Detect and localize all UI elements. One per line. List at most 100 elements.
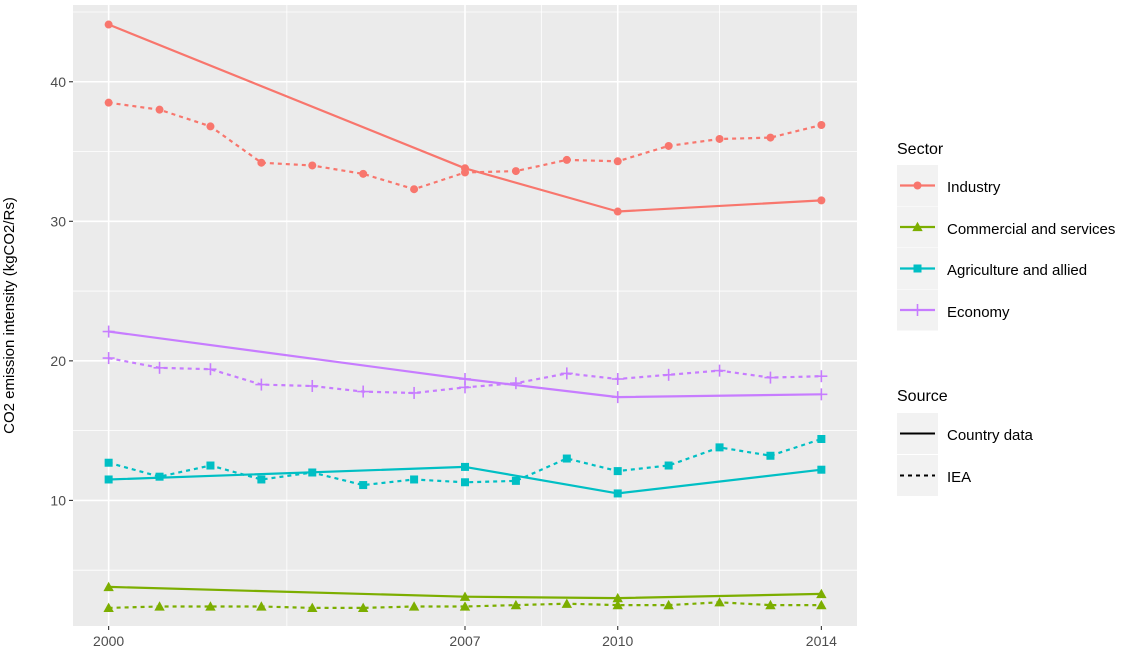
series-economy-iea-point (357, 385, 370, 398)
series-agriculture-and-allied-iea-point (511, 476, 520, 485)
series-agriculture-and-allied-country-data-point (817, 465, 826, 474)
x-tick-label: 2014 (806, 633, 837, 649)
series-commercial-and-services-iea (103, 597, 827, 613)
legend-label-iea: IEA (947, 469, 971, 486)
series-industry-iea-point (715, 134, 724, 143)
series-industry-iea-point (766, 133, 775, 142)
series-economy-country-data-point (611, 391, 624, 404)
series-industry-iea-point (613, 157, 622, 166)
legend-key-marker (913, 264, 922, 273)
series-commercial-and-services-iea-point (408, 601, 420, 611)
series-economy-iea-point (102, 352, 115, 365)
series-agriculture-and-allied-iea-point (359, 481, 368, 490)
legend-label-commercial: Commercial and services (947, 221, 1115, 238)
series-industry-country-data-line (108, 23, 822, 213)
series-agriculture-and-allied-iea-point (461, 478, 469, 487)
legend-label-economy: Economy (947, 304, 1010, 321)
series-industry-iea-point (410, 185, 419, 194)
legend-key-commercial-and-services (897, 206, 938, 248)
series-economy-country-data (102, 325, 828, 404)
series-economy-iea-point (204, 363, 217, 376)
series-agriculture-and-allied-iea-point (308, 468, 317, 477)
x-axis: 2000 2007 2010 2014 (93, 626, 837, 649)
series-commercial-and-services-iea-point (307, 602, 318, 613)
series-agriculture-and-allied-iea-point (715, 443, 724, 452)
series-commercial-and-services-iea-point (459, 601, 471, 611)
series-industry-iea-point (206, 122, 215, 131)
legend-key-industry (897, 165, 938, 206)
series-agriculture-and-allied-iea-point (410, 475, 419, 484)
legend-key-marker (913, 181, 922, 190)
series-economy-iea-point (408, 386, 421, 399)
series-agriculture-and-allied-iea-point (817, 435, 826, 444)
legend-label-industry: Industry (947, 179, 1001, 196)
series-economy-iea-point (153, 361, 166, 374)
series-agriculture-and-allied-country-data-point (461, 462, 469, 471)
source-legend-keys (897, 413, 938, 496)
series-agriculture-and-allied-country-data-point (104, 475, 113, 484)
series-commercial-and-services-country-data-line (108, 585, 822, 600)
series-industry-iea-point (359, 169, 368, 178)
series-industry-country-data-point (613, 207, 622, 216)
series-commercial-and-services-iea-point (714, 597, 725, 607)
series-economy-iea-point (611, 372, 624, 385)
series-commercial-and-services-iea-point (103, 602, 114, 613)
series-commercial-and-services-country-data-point (816, 588, 827, 599)
series-economy-country-data-point (102, 325, 115, 338)
series-economy-iea-point (560, 367, 573, 380)
y-axis: 10 20 30 40 (50, 74, 73, 508)
sector-legend-keys (897, 165, 938, 331)
series-economy-iea-point (255, 378, 268, 391)
legend-key-country-data (897, 413, 938, 454)
x-tick-label: 2000 (93, 633, 124, 649)
series-industry-iea-point (511, 167, 520, 176)
series-agriculture-and-allied-iea-point (206, 461, 215, 470)
series-industry-iea-point (257, 158, 266, 167)
series-agriculture-and-allied-iea (104, 435, 826, 490)
series-commercial-and-services-country-data (103, 581, 827, 603)
series-agriculture-and-allied-iea-point (664, 461, 673, 470)
y-tick-label: 40 (50, 74, 66, 90)
series-commercial-and-services-iea-point (765, 599, 776, 610)
series-industry-iea-point (461, 168, 469, 177)
series-commercial-and-services-country-data-point (103, 581, 114, 592)
series-agriculture-and-allied-country-data-line (108, 465, 822, 495)
source-legend-title: Source (897, 388, 948, 405)
y-tick-label: 10 (50, 492, 66, 508)
legend-label-agriculture: Agriculture and allied (947, 262, 1087, 279)
x-tick-label: 2010 (602, 633, 633, 649)
y-tick-label: 30 (50, 213, 66, 229)
series-industry-iea-point (664, 141, 673, 150)
series-commercial-and-services-iea-point (816, 599, 827, 610)
series-layer (102, 20, 828, 613)
y-tick-label: 20 (50, 353, 66, 369)
legend-key-iea (897, 455, 938, 496)
series-commercial-and-services-country-data-point (612, 592, 623, 603)
series-commercial-and-services-iea-point (510, 599, 522, 610)
major-gridlines (73, 5, 857, 626)
series-economy-country-data-line (108, 330, 822, 399)
series-agriculture-and-allied-country-data (104, 462, 826, 498)
x-tick-label: 2007 (449, 633, 480, 649)
series-industry-iea-point (562, 155, 571, 164)
series-economy-iea-point (306, 379, 319, 392)
series-industry-iea-point (817, 121, 826, 130)
series-industry-iea (104, 98, 826, 194)
series-economy-iea-point (713, 364, 726, 377)
sector-legend-title: Sector (897, 141, 944, 158)
series-industry-iea-point (155, 105, 164, 114)
series-commercial-and-services-iea-point (256, 601, 267, 611)
series-agriculture-and-allied-iea-point (613, 467, 622, 476)
series-commercial-and-services-iea-point (612, 599, 623, 610)
series-agriculture-and-allied-iea-point (766, 451, 775, 460)
series-commercial-and-services-iea-point (561, 598, 573, 608)
series-industry-country-data-point (817, 196, 826, 205)
series-industry-iea-point (308, 161, 317, 170)
series-commercial-and-services-country-data-point (459, 591, 471, 601)
series-commercial-and-services-iea-point (663, 599, 674, 610)
series-commercial-and-services-iea-point (205, 601, 216, 611)
legend-key-economy (897, 289, 938, 331)
series-economy-country-data-point (815, 388, 828, 401)
sector-legend: Sector Industry Commercial and services … (897, 141, 1115, 331)
